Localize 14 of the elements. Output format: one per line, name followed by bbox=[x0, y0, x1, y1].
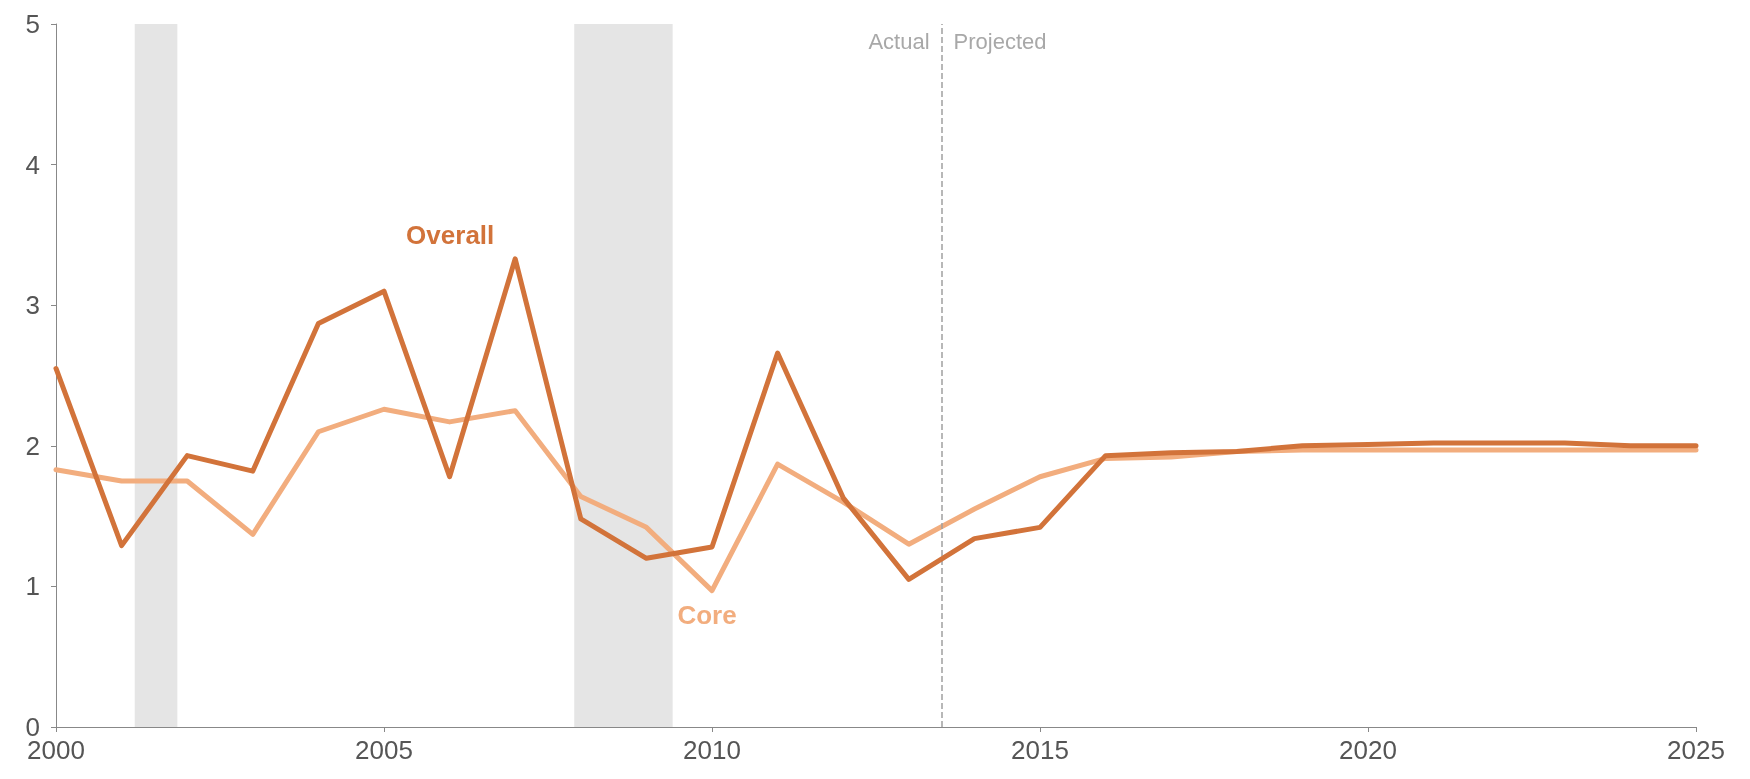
x-tick-label: 2025 bbox=[1667, 735, 1725, 765]
x-tick-label: 2010 bbox=[683, 735, 741, 765]
y-tick-label: 1 bbox=[25, 571, 40, 602]
annotation: Actual bbox=[868, 28, 930, 54]
x-tick-label: 2015 bbox=[1011, 735, 1069, 765]
y-tick-label: 5 bbox=[25, 9, 40, 39]
y-tick-label: 2 bbox=[25, 430, 40, 461]
series-label: Overall bbox=[406, 219, 495, 250]
y-tick-label: 4 bbox=[25, 149, 40, 180]
series-label: Core bbox=[677, 599, 737, 630]
x-tick-label: 2005 bbox=[355, 735, 413, 765]
x-tick-label: 2020 bbox=[1339, 735, 1397, 765]
annotation: Projected bbox=[953, 28, 1047, 54]
y-tick-label: 3 bbox=[25, 290, 40, 321]
